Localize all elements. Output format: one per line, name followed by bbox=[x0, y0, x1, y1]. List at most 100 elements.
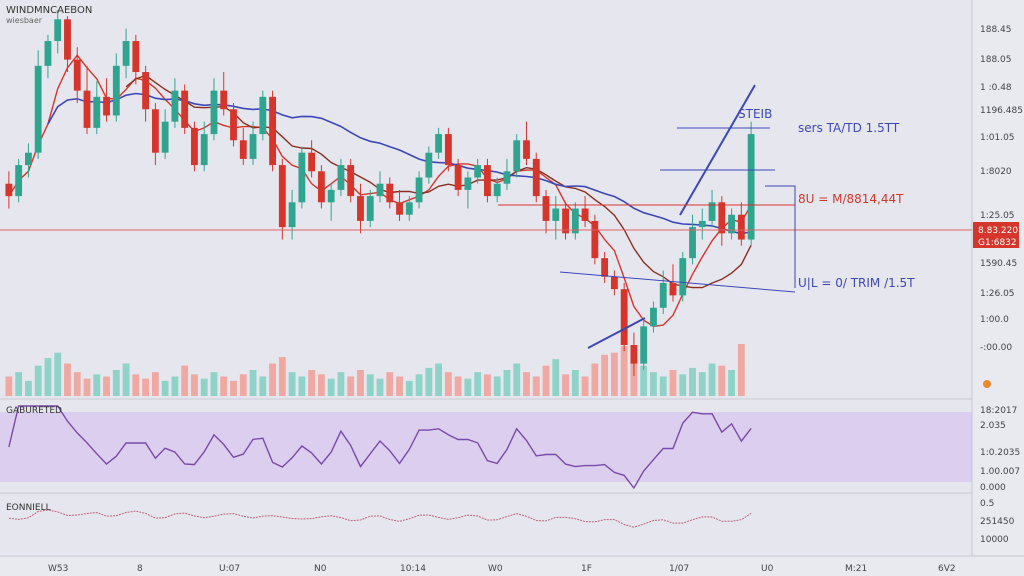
candle[interactable] bbox=[269, 90, 276, 172]
volume-bar bbox=[708, 363, 716, 396]
candle[interactable] bbox=[601, 251, 609, 283]
candle[interactable] bbox=[464, 171, 472, 209]
candle[interactable] bbox=[562, 202, 569, 240]
candle[interactable] bbox=[425, 146, 433, 184]
candle[interactable] bbox=[357, 183, 364, 234]
candle[interactable] bbox=[200, 121, 208, 172]
candle[interactable] bbox=[630, 332, 638, 377]
candle[interactable] bbox=[122, 28, 130, 79]
candle[interactable] bbox=[493, 177, 501, 203]
trendline[interactable] bbox=[587, 317, 646, 349]
candle[interactable] bbox=[298, 146, 306, 209]
candle[interactable] bbox=[484, 158, 491, 203]
candle[interactable] bbox=[73, 47, 81, 104]
candle[interactable] bbox=[288, 189, 296, 240]
candle[interactable] bbox=[376, 171, 384, 203]
lower-indicator bbox=[8, 509, 752, 528]
candle[interactable] bbox=[669, 264, 677, 302]
candle[interactable] bbox=[249, 121, 257, 166]
drawing-tools[interactable]: STEIB sers TA/TD 1.5TT 8U = M/8814,44T U… bbox=[498, 84, 915, 349]
candle[interactable] bbox=[259, 90, 267, 141]
candle[interactable] bbox=[171, 78, 179, 128]
candle[interactable] bbox=[181, 84, 189, 135]
candlesticks[interactable] bbox=[5, 10, 755, 377]
volume-bar bbox=[288, 372, 296, 396]
candle[interactable] bbox=[728, 208, 736, 240]
candle[interactable] bbox=[191, 121, 198, 172]
candle[interactable] bbox=[650, 301, 657, 333]
candle[interactable] bbox=[640, 320, 648, 370]
candle[interactable] bbox=[523, 121, 530, 166]
lower-tick: 10000 bbox=[980, 535, 1009, 545]
candle[interactable] bbox=[308, 140, 316, 178]
price-pane[interactable] bbox=[0, 0, 972, 398]
volume-bar bbox=[464, 378, 472, 396]
candle[interactable] bbox=[747, 121, 755, 246]
candle[interactable] bbox=[708, 189, 716, 228]
price-tick: 188.05 bbox=[980, 55, 1012, 65]
candle[interactable] bbox=[83, 65, 91, 135]
candle[interactable] bbox=[513, 134, 521, 178]
candle[interactable] bbox=[610, 270, 618, 296]
candle[interactable] bbox=[552, 196, 560, 240]
candle[interactable] bbox=[278, 158, 286, 240]
lower-pane[interactable] bbox=[0, 494, 972, 554]
candle[interactable] bbox=[54, 10, 62, 54]
candle[interactable] bbox=[591, 214, 599, 265]
candle[interactable] bbox=[34, 50, 42, 159]
candle[interactable] bbox=[474, 158, 482, 184]
volume-bar bbox=[415, 374, 423, 396]
candle[interactable] bbox=[24, 143, 32, 178]
candle[interactable] bbox=[454, 158, 462, 197]
candle[interactable] bbox=[220, 72, 228, 116]
volume-bar bbox=[64, 363, 71, 396]
candle[interactable] bbox=[415, 171, 423, 209]
candle[interactable] bbox=[444, 127, 452, 172]
candle[interactable] bbox=[542, 189, 550, 234]
candle[interactable] bbox=[142, 65, 150, 122]
candle[interactable] bbox=[366, 189, 374, 228]
candle[interactable] bbox=[737, 202, 745, 246]
candle[interactable] bbox=[239, 127, 247, 166]
candle[interactable] bbox=[620, 282, 628, 352]
rsi-tick: 1:0.2035 bbox=[980, 448, 1020, 458]
candle[interactable] bbox=[44, 34, 52, 79]
candle[interactable] bbox=[112, 53, 120, 122]
time-axis[interactable]: W53 8 U:07 N0 10:14 W0 1F 1/07 U0 M:21 6V2 bbox=[48, 564, 956, 574]
candle[interactable] bbox=[132, 34, 140, 85]
candle[interactable] bbox=[698, 208, 706, 240]
candle[interactable] bbox=[396, 189, 403, 221]
candle[interactable] bbox=[659, 270, 667, 314]
candle[interactable] bbox=[347, 158, 355, 203]
candle[interactable] bbox=[435, 127, 443, 159]
candle[interactable] bbox=[210, 78, 218, 141]
candle[interactable] bbox=[581, 196, 589, 228]
candle[interactable] bbox=[718, 196, 726, 246]
annotation-line[interactable] bbox=[559, 271, 796, 293]
candle[interactable] bbox=[317, 165, 325, 209]
candle[interactable] bbox=[405, 196, 413, 221]
candle[interactable] bbox=[103, 78, 110, 122]
candle[interactable] bbox=[5, 171, 13, 209]
candle[interactable] bbox=[230, 103, 237, 147]
candle[interactable] bbox=[679, 251, 687, 302]
candle[interactable] bbox=[532, 152, 540, 203]
candle[interactable] bbox=[15, 158, 23, 203]
price-axis[interactable]: 188.45 188.05 1 :0.48 1196.485 1:01.05 1:8020… bbox=[980, 25, 1023, 353]
candle[interactable] bbox=[151, 103, 159, 166]
candle[interactable] bbox=[571, 202, 579, 240]
candle[interactable] bbox=[93, 81, 101, 135]
volume-bar bbox=[484, 374, 491, 396]
trendline[interactable] bbox=[679, 84, 756, 216]
candle[interactable] bbox=[337, 158, 345, 197]
alert-icon[interactable] bbox=[983, 380, 991, 388]
candle[interactable] bbox=[327, 183, 335, 221]
volume-bar bbox=[620, 346, 628, 396]
candle[interactable] bbox=[503, 158, 511, 190]
candle[interactable] bbox=[689, 214, 696, 265]
range-bracket[interactable] bbox=[765, 185, 796, 288]
candle[interactable] bbox=[161, 109, 169, 159]
candle[interactable] bbox=[386, 177, 394, 209]
candle[interactable] bbox=[64, 16, 71, 73]
